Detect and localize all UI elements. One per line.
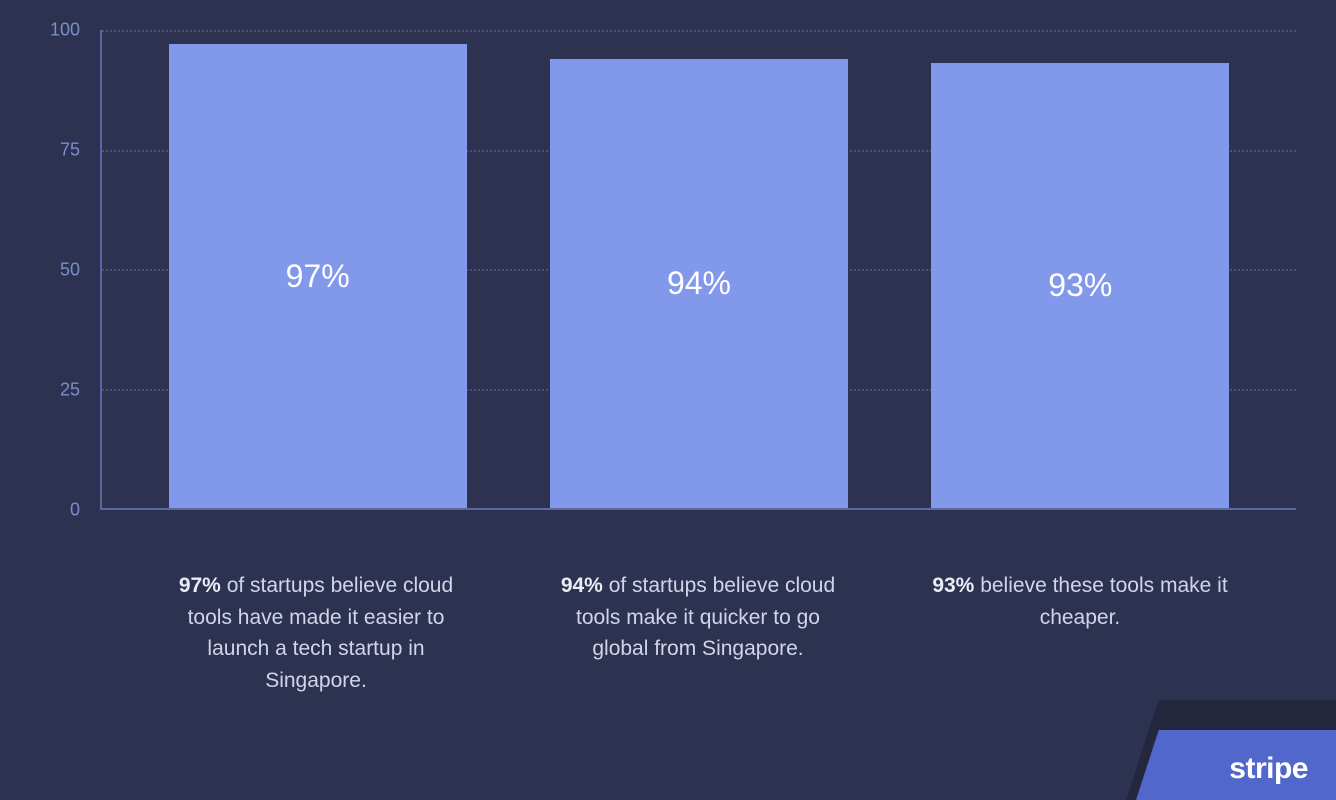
bar-value-label: 94% — [667, 265, 731, 302]
bar: 94% — [550, 59, 848, 508]
caption-text: believe these tools make it cheaper. — [974, 574, 1227, 629]
caption-bold: 97% — [179, 574, 221, 597]
caption-bold: 94% — [561, 574, 603, 597]
bar: 93% — [931, 63, 1229, 508]
y-tick-label: 100 — [50, 19, 80, 40]
y-axis: 100 75 50 25 0 — [50, 20, 90, 510]
plot-area: 97% 94% 93% — [100, 30, 1296, 510]
caption-bold: 93% — [932, 574, 974, 597]
bar-caption: 97% of startups believe cloud tools have… — [167, 570, 465, 696]
captions-row: 97% of startups believe cloud tools have… — [100, 570, 1296, 696]
y-tick-label: 25 — [60, 379, 80, 400]
y-tick-label: 50 — [60, 259, 80, 280]
caption-text: of startups believe cloud tools make it … — [576, 574, 835, 660]
bars-group: 97% 94% 93% — [102, 30, 1296, 508]
bar-caption: 94% of startups believe cloud tools make… — [549, 570, 847, 696]
bar: 97% — [169, 44, 467, 508]
stripe-logo: stripe — [1096, 685, 1336, 800]
bar-value-label: 93% — [1048, 267, 1112, 304]
bar-chart: 100 75 50 25 0 97% 94% 93% — [50, 20, 1296, 550]
bar-caption: 93% believe these tools make it cheaper. — [931, 570, 1229, 696]
y-tick-label: 75 — [60, 139, 80, 160]
caption-text: of startups believe cloud tools have mad… — [188, 574, 454, 692]
bar-value-label: 97% — [286, 258, 350, 295]
logo-text: stripe — [1229, 752, 1308, 786]
y-tick-label: 0 — [70, 500, 80, 521]
